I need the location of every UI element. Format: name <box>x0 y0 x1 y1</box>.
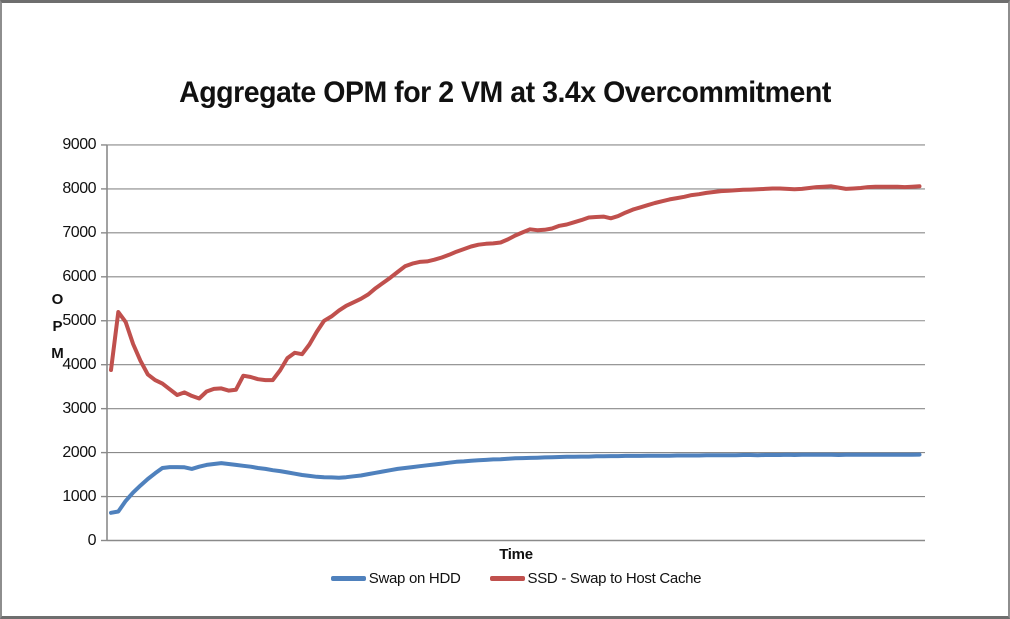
y-axis-tick-label: 6000 <box>62 267 96 285</box>
y-axis-tick-label: 8000 <box>62 179 96 197</box>
legend-line-swatch-blue-icon <box>330 576 366 581</box>
chart-title: Aggregate OPM for 2 VM at 3.4x Overcommi… <box>179 76 831 109</box>
legend-line-swatch-red-icon <box>489 576 525 581</box>
x-axis-title: Time <box>499 546 533 563</box>
legend-label: SSD - Swap to Host Cache <box>527 570 702 587</box>
legend: Swap on HDD SSD - Swap to Host Cache <box>107 570 925 587</box>
legend-label: Swap on HDD <box>368 570 461 587</box>
y-axis-title: OPM <box>51 291 64 362</box>
y-axis-tick-label: 4000 <box>62 355 96 373</box>
y-axis-tick-label: 0 <box>87 531 97 549</box>
y-axis-tick-label: 2000 <box>62 443 96 461</box>
y-axis-tick-label: 7000 <box>62 223 96 241</box>
y-axis-tick-label: 9000 <box>62 135 96 153</box>
legend-entry-ssd-host-cache: SSD - Swap to Host Cache <box>489 570 702 587</box>
legend-entry-swap-on-hdd: Swap on HDD <box>330 570 461 587</box>
y-axis-tick-label: 3000 <box>62 399 96 417</box>
y-axis-tick-label: 1000 <box>62 487 96 505</box>
y-axis-tick-label: 5000 <box>62 311 96 329</box>
